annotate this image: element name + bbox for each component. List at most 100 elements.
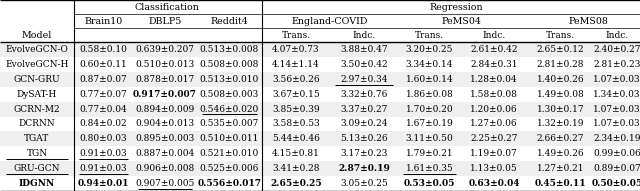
Text: 1.61±0.35: 1.61±0.35 bbox=[406, 164, 453, 173]
Text: 0.510±0.013: 0.510±0.013 bbox=[136, 60, 195, 69]
Bar bbox=[0, 42, 640, 57]
Text: 1.58±0.08: 1.58±0.08 bbox=[470, 90, 518, 99]
Text: 2.97±0.34: 2.97±0.34 bbox=[340, 75, 388, 84]
Text: 0.45±0.11: 0.45±0.11 bbox=[534, 179, 586, 188]
Text: 4.15±0.81: 4.15±0.81 bbox=[272, 149, 320, 158]
Text: DySAT-H: DySAT-H bbox=[17, 90, 57, 99]
Bar bbox=[0, 102, 640, 117]
Text: 1.34±0.03: 1.34±0.03 bbox=[593, 90, 640, 99]
Text: 1.40±0.26: 1.40±0.26 bbox=[537, 75, 584, 84]
Text: Trans.: Trans. bbox=[282, 31, 310, 40]
Text: 2.66±0.27: 2.66±0.27 bbox=[537, 134, 584, 143]
Text: 2.40±0.27: 2.40±0.27 bbox=[593, 45, 640, 54]
Text: 2.84±0.31: 2.84±0.31 bbox=[470, 60, 518, 69]
Text: 0.80±0.03: 0.80±0.03 bbox=[80, 134, 127, 143]
Text: 0.510±0.011: 0.510±0.011 bbox=[200, 134, 259, 143]
Text: 0.535±0.007: 0.535±0.007 bbox=[200, 119, 259, 129]
Text: 3.37±0.27: 3.37±0.27 bbox=[340, 104, 388, 114]
Text: 2.65±0.12: 2.65±0.12 bbox=[537, 45, 584, 54]
Text: 3.32±0.76: 3.32±0.76 bbox=[340, 90, 388, 99]
Text: 3.85±0.39: 3.85±0.39 bbox=[272, 104, 320, 114]
Text: 3.34±0.14: 3.34±0.14 bbox=[406, 60, 453, 69]
Text: Indc.: Indc. bbox=[353, 31, 376, 40]
Text: 1.07±0.03: 1.07±0.03 bbox=[593, 119, 640, 129]
Text: England-COVID: England-COVID bbox=[292, 16, 368, 26]
Text: 3.17±0.23: 3.17±0.23 bbox=[340, 149, 388, 158]
Text: GCN-GRU: GCN-GRU bbox=[13, 75, 60, 84]
Bar bbox=[0, 57, 640, 72]
Text: Brain10: Brain10 bbox=[84, 16, 123, 26]
Text: 0.99±0.06: 0.99±0.06 bbox=[593, 149, 640, 158]
Text: 0.521±0.010: 0.521±0.010 bbox=[200, 149, 259, 158]
Text: Model: Model bbox=[22, 31, 52, 40]
Text: 0.907±0.005: 0.907±0.005 bbox=[135, 179, 195, 188]
Text: 0.894±0.009: 0.894±0.009 bbox=[136, 104, 195, 114]
Text: 0.525±0.006: 0.525±0.006 bbox=[200, 164, 259, 173]
Text: 1.20±0.06: 1.20±0.06 bbox=[470, 104, 518, 114]
Text: 2.81±0.23: 2.81±0.23 bbox=[593, 60, 640, 69]
Text: 2.87±0.19: 2.87±0.19 bbox=[338, 164, 390, 173]
Text: 3.50±0.42: 3.50±0.42 bbox=[340, 60, 388, 69]
Text: DBLP5: DBLP5 bbox=[148, 16, 182, 26]
Text: PeMS08: PeMS08 bbox=[569, 16, 609, 26]
Text: 2.25±0.27: 2.25±0.27 bbox=[470, 134, 518, 143]
Text: 3.20±0.25: 3.20±0.25 bbox=[406, 45, 453, 54]
Text: 1.60±0.14: 1.60±0.14 bbox=[406, 75, 453, 84]
Bar bbox=[0, 176, 640, 191]
Text: GCRN-M2: GCRN-M2 bbox=[13, 104, 60, 114]
Text: 0.58±0.10: 0.58±0.10 bbox=[79, 45, 127, 54]
Text: 0.556±0.017: 0.556±0.017 bbox=[198, 179, 262, 188]
Text: 3.56±0.26: 3.56±0.26 bbox=[272, 75, 320, 84]
Text: PeMS04: PeMS04 bbox=[442, 16, 482, 26]
Text: 0.887±0.004: 0.887±0.004 bbox=[136, 149, 195, 158]
Text: 1.70±0.20: 1.70±0.20 bbox=[406, 104, 453, 114]
Text: 5.44±0.46: 5.44±0.46 bbox=[272, 134, 320, 143]
Text: 1.79±0.21: 1.79±0.21 bbox=[406, 149, 453, 158]
Text: 0.94±0.01: 0.94±0.01 bbox=[77, 179, 129, 188]
Text: Regression: Regression bbox=[429, 2, 483, 11]
Text: 1.13±0.05: 1.13±0.05 bbox=[470, 164, 518, 173]
Text: 0.508±0.008: 0.508±0.008 bbox=[200, 60, 259, 69]
Text: 1.07±0.03: 1.07±0.03 bbox=[593, 104, 640, 114]
Text: 0.91±0.03: 0.91±0.03 bbox=[80, 149, 127, 158]
Text: 0.87±0.07: 0.87±0.07 bbox=[79, 75, 127, 84]
Text: 1.49±0.08: 1.49±0.08 bbox=[536, 90, 584, 99]
Text: 3.58±0.53: 3.58±0.53 bbox=[272, 119, 320, 129]
Text: 3.05±0.25: 3.05±0.25 bbox=[340, 179, 388, 188]
Text: 5.13±0.26: 5.13±0.26 bbox=[340, 134, 388, 143]
Text: 3.41±0.28: 3.41±0.28 bbox=[272, 164, 320, 173]
Text: 0.513±0.010: 0.513±0.010 bbox=[200, 75, 259, 84]
Text: 0.513±0.008: 0.513±0.008 bbox=[200, 45, 259, 54]
Text: Indc.: Indc. bbox=[483, 31, 506, 40]
Text: 2.34±0.19: 2.34±0.19 bbox=[593, 134, 640, 143]
Text: 2.81±0.28: 2.81±0.28 bbox=[537, 60, 584, 69]
Text: 2.65±0.25: 2.65±0.25 bbox=[270, 179, 322, 188]
Text: Trans.: Trans. bbox=[415, 31, 444, 40]
Text: 2.61±0.42: 2.61±0.42 bbox=[470, 45, 518, 54]
Text: 1.27±0.06: 1.27±0.06 bbox=[470, 119, 518, 129]
Text: 0.91±0.03: 0.91±0.03 bbox=[80, 164, 127, 173]
Text: 0.546±0.020: 0.546±0.020 bbox=[200, 104, 259, 114]
Text: 1.67±0.19: 1.67±0.19 bbox=[406, 119, 453, 129]
Text: 0.50±0.05: 0.50±0.05 bbox=[591, 179, 640, 188]
Text: 0.89±0.07: 0.89±0.07 bbox=[593, 164, 640, 173]
Text: DCRNN: DCRNN bbox=[19, 119, 55, 129]
Text: EvolveGCN-O: EvolveGCN-O bbox=[6, 45, 68, 54]
Text: IDGNN: IDGNN bbox=[19, 179, 55, 188]
Text: TGAT: TGAT bbox=[24, 134, 50, 143]
Text: Trans.: Trans. bbox=[546, 31, 575, 40]
Text: 1.30±0.17: 1.30±0.17 bbox=[537, 104, 584, 114]
Text: 3.67±0.15: 3.67±0.15 bbox=[272, 90, 320, 99]
Text: 0.639±0.207: 0.639±0.207 bbox=[136, 45, 195, 54]
Text: 3.11±0.50: 3.11±0.50 bbox=[406, 134, 453, 143]
Bar bbox=[0, 117, 640, 131]
Text: EvolveGCN-H: EvolveGCN-H bbox=[5, 60, 68, 69]
Text: 0.84±0.02: 0.84±0.02 bbox=[80, 119, 127, 129]
Text: 0.917±0.007: 0.917±0.007 bbox=[133, 90, 197, 99]
Text: 0.508±0.003: 0.508±0.003 bbox=[200, 90, 259, 99]
Text: 0.904±0.013: 0.904±0.013 bbox=[136, 119, 195, 129]
Bar bbox=[0, 161, 640, 176]
Bar bbox=[0, 87, 640, 102]
Text: 0.60±0.11: 0.60±0.11 bbox=[79, 60, 127, 69]
Text: 3.09±0.24: 3.09±0.24 bbox=[340, 119, 388, 129]
